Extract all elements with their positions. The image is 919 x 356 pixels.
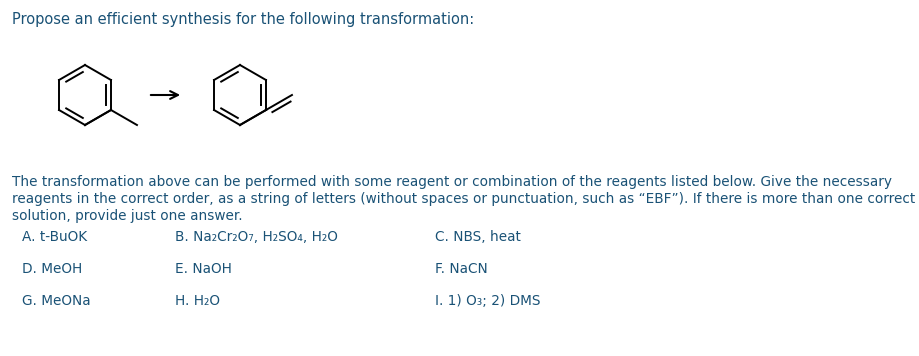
Text: A. t-BuOK: A. t-BuOK bbox=[22, 230, 87, 244]
Text: Propose an efficient synthesis for the following transformation:: Propose an efficient synthesis for the f… bbox=[12, 12, 473, 27]
Text: H. H₂O: H. H₂O bbox=[175, 294, 220, 308]
Text: The transformation above can be performed with some reagent or combination of th: The transformation above can be performe… bbox=[12, 175, 891, 189]
Text: E. NaOH: E. NaOH bbox=[175, 262, 232, 276]
Text: B. Na₂Cr₂O₇, H₂SO₄, H₂O: B. Na₂Cr₂O₇, H₂SO₄, H₂O bbox=[175, 230, 337, 244]
Text: D. MeOH: D. MeOH bbox=[22, 262, 82, 276]
Text: I. 1) O₃; 2) DMS: I. 1) O₃; 2) DMS bbox=[435, 294, 540, 308]
Text: F. NaCN: F. NaCN bbox=[435, 262, 487, 276]
Text: reagents in the correct order, as a string of letters (without spaces or punctua: reagents in the correct order, as a stri… bbox=[12, 192, 914, 206]
Text: G. MeONa: G. MeONa bbox=[22, 294, 91, 308]
Text: solution, provide just one answer.: solution, provide just one answer. bbox=[12, 209, 243, 223]
Text: C. NBS, heat: C. NBS, heat bbox=[435, 230, 520, 244]
